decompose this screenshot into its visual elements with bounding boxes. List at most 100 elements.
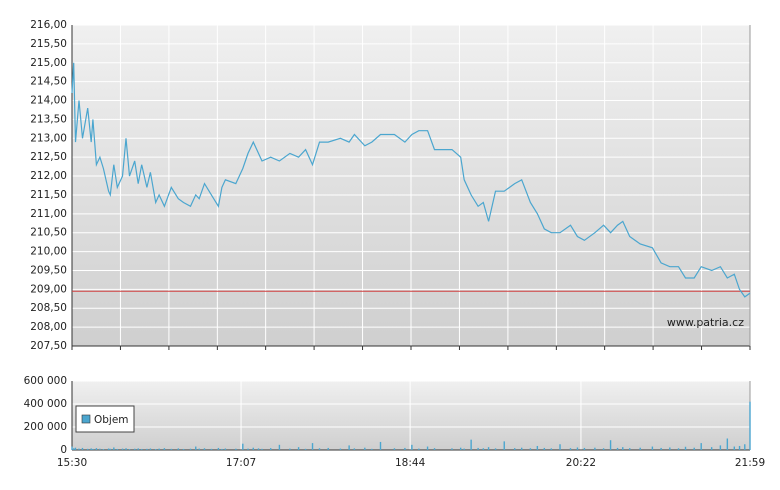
y-tick-label: 208,50 [30,302,67,314]
volume-bar [203,448,206,450]
volume-bar [327,447,329,450]
volume-bar [339,448,342,450]
volume-bar [710,447,713,450]
volume-bar [141,448,143,450]
volume-bar [470,439,472,450]
volume-bar [78,448,80,450]
volume-bar [247,448,249,450]
volume-bar [149,448,152,450]
volume-bar [71,446,73,450]
price-line [71,62,751,298]
volume-bar [583,447,586,450]
volume-bar [217,447,220,450]
volume-bar [550,448,553,450]
y-tick-label: 400 000 [24,398,67,410]
volume-bar [669,447,671,450]
legend-swatch [81,414,91,424]
volume-bar [121,448,124,450]
x-tick-label: 21:59 [735,457,765,469]
volume-bar [257,448,260,450]
volume-bar [559,444,561,450]
legend: Objem [75,405,135,433]
volume-bar [616,447,619,450]
volume-bar [158,448,160,450]
volume-bar [543,447,546,450]
volume-bar [224,448,227,450]
x-tick-label: 15:30 [57,457,87,469]
volume-bar [353,448,356,450]
volume-bar [487,447,490,450]
volume-bar [684,446,687,450]
volume-bar [261,448,263,450]
y-tick-label: 216,00 [30,19,67,31]
volume-bar [252,447,254,450]
volume-bar [99,448,101,450]
volume-bar [719,445,722,450]
volume-bar [92,448,94,450]
x-tick-label: 20:22 [566,457,596,469]
volume-bar [576,447,579,450]
volume-bar [622,447,624,450]
volume-bar [700,443,702,450]
volume-bar [749,401,751,450]
volume-bar [86,448,89,450]
y-tick-label: 214,50 [30,76,67,88]
volume-bar [529,448,532,450]
volume-bar [74,447,77,450]
y-tick-label: 213,50 [30,113,67,125]
volume-plot-area [72,381,750,450]
volume-bar [693,447,695,450]
volume-bar [134,448,136,450]
volume-bar [163,448,166,450]
volume-bar [433,448,436,450]
y-tick-label: 211,50 [30,189,67,201]
volume-bar [371,448,373,450]
y-tick-label: 210,50 [30,227,67,239]
volume-bar [311,443,314,450]
y-tick-label: 211,00 [30,208,67,220]
volume-bar [404,447,406,450]
y-tick-label: 215,00 [30,57,67,69]
volume-bar [137,448,139,450]
volume-bar [348,445,350,450]
volume-bar [677,448,680,450]
volume-bar [733,446,736,450]
y-tick-label: 209,50 [30,264,67,276]
volume-bar [463,448,465,450]
volume-bar [269,448,272,450]
y-tick-label: 600 000 [24,375,67,387]
y-tick-label: 213,00 [30,132,67,144]
volume-bar [602,448,605,450]
volume-bar [514,448,516,450]
volume-bar [289,448,291,450]
volume-bar [503,441,505,450]
volume-bar [629,448,631,450]
volume-bar [459,447,462,450]
volume-bar [393,448,396,450]
volume-bar [477,447,479,450]
volume-bar [154,449,157,450]
volume-bar [318,448,321,450]
volume-bar [210,448,213,450]
volume-bar [125,448,127,450]
x-tick-label: 18:44 [395,457,426,469]
volume-bar [182,448,185,450]
volume-bar [102,449,105,450]
volume-bar [128,449,131,450]
volume-bar [379,441,382,450]
volume-bar [107,448,110,450]
y-tick-label: 212,50 [30,151,67,163]
volume-bar [364,447,366,450]
volume-bar [73,448,75,450]
volume-bar [482,448,485,450]
volume-bar [639,447,641,450]
volume-bar [177,448,180,450]
volume-bar [221,448,223,450]
volume-bar [651,446,654,450]
y-tick-label: 210,00 [30,246,67,258]
volume-bar [304,448,307,450]
volume-bar [494,448,497,450]
volume-bar [116,448,119,450]
volume-bar [90,448,92,450]
volume-bar [198,448,200,450]
